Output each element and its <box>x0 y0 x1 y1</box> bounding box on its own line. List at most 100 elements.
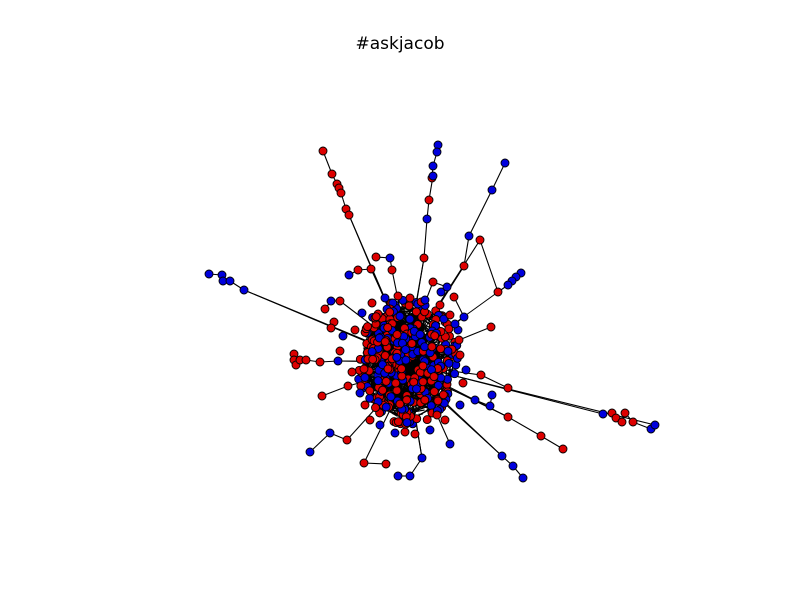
graph-node-red <box>397 364 406 374</box>
graph-edge <box>491 162 506 191</box>
graph-node-blue <box>415 330 425 339</box>
graph-node-blue <box>485 401 495 411</box>
graph-node-red <box>381 376 391 386</box>
graph-node-blue <box>497 451 507 461</box>
graph-node-blue <box>360 373 370 383</box>
graph-node-red <box>628 417 638 427</box>
graph-node-red <box>445 310 455 320</box>
graph-node-red <box>391 378 401 388</box>
graph-node-red <box>611 413 621 423</box>
graph-edge <box>468 189 493 237</box>
graph-node-blue <box>422 214 432 224</box>
graph-node-blue <box>225 276 235 286</box>
graph-node-blue <box>385 253 395 263</box>
graph-node-red <box>317 391 327 401</box>
graph-node-blue <box>450 369 460 379</box>
graph-node-red <box>326 323 336 333</box>
graph-node-red <box>383 323 393 332</box>
graph-node-red <box>371 403 380 413</box>
graph-node-red <box>392 386 402 395</box>
graph-edge <box>321 385 349 397</box>
graph-node-blue <box>444 358 454 368</box>
graph-node-red <box>419 253 429 263</box>
graph-node-blue <box>420 295 430 305</box>
graph-node-blue <box>355 388 365 398</box>
graph-node-blue <box>325 428 335 438</box>
graph-node-blue <box>439 314 449 324</box>
graph-node-red <box>444 324 454 334</box>
graph-node-red <box>400 427 410 437</box>
graph-node-blue <box>470 395 480 405</box>
graph-edge <box>479 239 499 293</box>
graph-node-red <box>350 325 360 335</box>
graph-node-blue <box>428 161 438 171</box>
graph-node-red <box>371 252 381 262</box>
graph-node-blue <box>455 400 465 410</box>
graph-node-blue <box>461 365 471 375</box>
graph-node-red <box>432 410 442 420</box>
graph-node-blue <box>518 473 528 483</box>
graph-node-blue <box>401 345 410 355</box>
graph-node-red <box>327 169 337 179</box>
graph-node-blue <box>375 420 385 430</box>
graph-node-red <box>365 415 375 425</box>
graph-node-red <box>420 395 430 405</box>
graph-node-red <box>435 300 445 310</box>
graph-node-blue <box>373 376 383 386</box>
graph-node-red <box>407 339 417 348</box>
graph-title: #askjacob <box>355 34 445 54</box>
graph-node-blue <box>338 331 348 341</box>
graph-node-red <box>422 415 432 425</box>
graph-node-red <box>360 400 370 410</box>
graph-node-blue <box>425 425 435 435</box>
graph-node-red <box>378 385 388 395</box>
graph-node-blue <box>428 171 438 181</box>
graph-node-blue <box>436 287 446 297</box>
graph-node-blue <box>432 147 442 157</box>
graph-node-red <box>344 210 354 220</box>
graph-node-red <box>475 235 485 245</box>
graph-node-red <box>486 322 496 332</box>
graph-node-red <box>343 381 353 391</box>
graph-node-blue <box>333 356 343 366</box>
graph-node-red <box>410 429 420 439</box>
graph-edge <box>480 374 509 389</box>
graph-node-red <box>418 377 428 387</box>
graph-node-red <box>359 364 369 374</box>
graph-node-red <box>503 383 513 393</box>
graph-node-red <box>440 415 450 425</box>
graph-edge <box>309 432 331 453</box>
graph-node-blue <box>395 311 405 321</box>
graph-node-blue <box>487 390 497 400</box>
graph-node-red <box>455 350 465 360</box>
graph-edge <box>363 405 393 464</box>
graph-node-red <box>380 337 390 347</box>
graph-node-blue <box>508 461 518 471</box>
graph-node-blue <box>450 319 460 329</box>
graph-node-blue <box>401 355 411 365</box>
graph-node-blue <box>392 352 402 362</box>
graph-node-red <box>458 378 468 388</box>
graph-edge <box>507 416 542 437</box>
graph-edge <box>436 414 451 445</box>
graph-node-red <box>320 304 330 314</box>
graph-node-red <box>430 331 440 341</box>
graph-node-red <box>438 390 448 400</box>
graph-node-red <box>436 344 446 354</box>
graph-node-blue <box>487 185 497 195</box>
graph-node-blue <box>402 418 412 428</box>
graph-node-red <box>365 386 375 396</box>
graph-node-blue <box>459 312 469 322</box>
graph-node-blue <box>367 347 377 357</box>
graph-node-red <box>315 357 325 367</box>
graph-node-red <box>493 287 503 297</box>
graph-edge <box>243 289 381 348</box>
graph-node-red <box>301 355 311 365</box>
graph-nodes <box>204 140 660 483</box>
graph-node-red <box>392 330 402 340</box>
graph-node-red <box>393 417 403 427</box>
graph-node-blue <box>417 453 427 463</box>
hub-edge <box>369 377 373 385</box>
graph-node-red <box>424 195 434 205</box>
graph-node-red <box>366 264 376 274</box>
